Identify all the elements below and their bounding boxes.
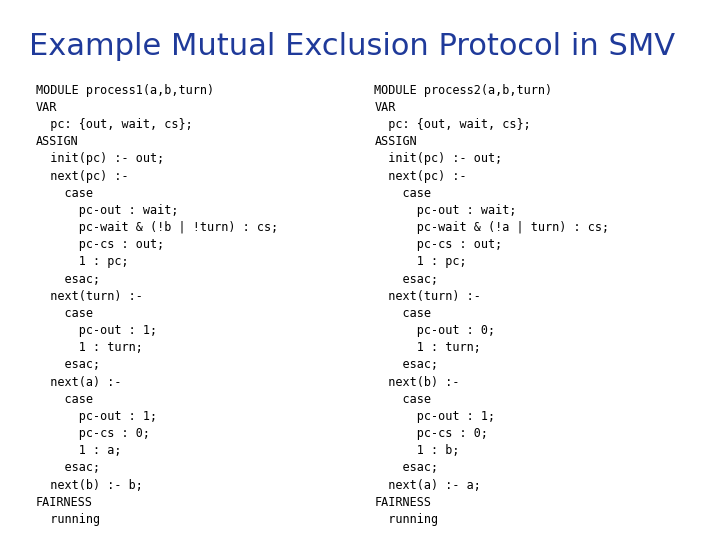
Text: running: running xyxy=(36,513,100,526)
Text: pc-out : 1;: pc-out : 1; xyxy=(36,324,157,337)
Text: case: case xyxy=(36,393,93,406)
Text: ASSIGN: ASSIGN xyxy=(36,135,78,148)
Text: pc-cs : out;: pc-cs : out; xyxy=(36,238,164,251)
Text: MODULE process2(a,b,turn): MODULE process2(a,b,turn) xyxy=(374,84,552,97)
Text: case: case xyxy=(36,187,93,200)
Text: esac;: esac; xyxy=(36,359,100,372)
Text: 1 : a;: 1 : a; xyxy=(36,444,122,457)
Text: esac;: esac; xyxy=(374,462,438,475)
Text: next(a) :- a;: next(a) :- a; xyxy=(374,478,481,491)
Text: running: running xyxy=(374,513,438,526)
Text: VAR: VAR xyxy=(36,101,58,114)
Text: ASSIGN: ASSIGN xyxy=(374,135,417,148)
Text: VAR: VAR xyxy=(374,101,396,114)
Text: Example Mutual Exclusion Protocol in SMV: Example Mutual Exclusion Protocol in SMV xyxy=(29,32,675,62)
Text: pc-out : 1;: pc-out : 1; xyxy=(374,410,495,423)
Text: pc-wait & (!a | turn) : cs;: pc-wait & (!a | turn) : cs; xyxy=(374,221,610,234)
Text: pc-out : 1;: pc-out : 1; xyxy=(36,410,157,423)
Text: 1 : pc;: 1 : pc; xyxy=(36,255,129,268)
Text: esac;: esac; xyxy=(374,273,438,286)
Text: esac;: esac; xyxy=(36,462,100,475)
Text: case: case xyxy=(374,307,431,320)
Text: pc-wait & (!b | !turn) : cs;: pc-wait & (!b | !turn) : cs; xyxy=(36,221,278,234)
Text: next(a) :-: next(a) :- xyxy=(36,376,122,389)
Text: init(pc) :- out;: init(pc) :- out; xyxy=(36,152,164,165)
Text: case: case xyxy=(374,187,431,200)
Text: pc-cs : out;: pc-cs : out; xyxy=(374,238,503,251)
Text: pc-cs : 0;: pc-cs : 0; xyxy=(374,427,488,440)
Text: esac;: esac; xyxy=(374,359,438,372)
Text: next(b) :- b;: next(b) :- b; xyxy=(36,478,143,491)
Text: FAIRNESS: FAIRNESS xyxy=(374,496,431,509)
Text: next(turn) :-: next(turn) :- xyxy=(374,290,481,303)
Text: esac;: esac; xyxy=(36,273,100,286)
Text: next(pc) :-: next(pc) :- xyxy=(36,170,129,183)
Text: init(pc) :- out;: init(pc) :- out; xyxy=(374,152,503,165)
Text: 1 : pc;: 1 : pc; xyxy=(374,255,467,268)
Text: 1 : turn;: 1 : turn; xyxy=(36,341,143,354)
Text: pc-out : 0;: pc-out : 0; xyxy=(374,324,495,337)
Text: MODULE process1(a,b,turn): MODULE process1(a,b,turn) xyxy=(36,84,214,97)
Text: pc: {out, wait, cs};: pc: {out, wait, cs}; xyxy=(374,118,531,131)
Text: pc-out : wait;: pc-out : wait; xyxy=(36,204,179,217)
Text: next(b) :-: next(b) :- xyxy=(374,376,460,389)
Text: case: case xyxy=(374,393,431,406)
Text: pc-out : wait;: pc-out : wait; xyxy=(374,204,517,217)
Text: next(turn) :-: next(turn) :- xyxy=(36,290,143,303)
Text: pc: {out, wait, cs};: pc: {out, wait, cs}; xyxy=(36,118,193,131)
Text: case: case xyxy=(36,307,93,320)
Text: 1 : turn;: 1 : turn; xyxy=(374,341,481,354)
Text: 1 : b;: 1 : b; xyxy=(374,444,460,457)
Text: pc-cs : 0;: pc-cs : 0; xyxy=(36,427,150,440)
Text: next(pc) :-: next(pc) :- xyxy=(374,170,467,183)
Text: FAIRNESS: FAIRNESS xyxy=(36,496,93,509)
